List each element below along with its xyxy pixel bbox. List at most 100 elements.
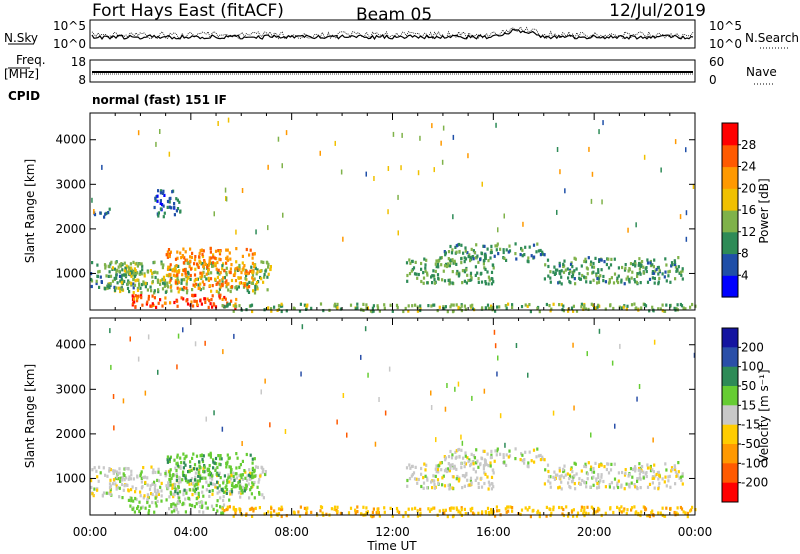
power-cell [310, 306, 313, 310]
power-cell [464, 246, 467, 250]
power-cell [541, 252, 545, 256]
velocity-cell [568, 477, 571, 481]
velocity-cell [219, 454, 222, 458]
power-cell [237, 276, 240, 280]
velocity-cell [569, 475, 572, 479]
power-cell [132, 271, 135, 275]
velocity-cell [491, 468, 494, 472]
velocity-cell [564, 473, 567, 477]
velocity-cell [549, 485, 552, 489]
power-cell [661, 309, 664, 313]
velocity-heatmap-cells [90, 324, 697, 519]
power-cell [176, 207, 180, 211]
velocity-sparse-cell [233, 333, 235, 339]
power-sparse-cell [452, 134, 455, 140]
power-cell [663, 275, 666, 279]
noise-right-tick-bottom: 10^0 [709, 37, 742, 51]
power-cell [98, 285, 101, 289]
power-cell [626, 275, 629, 279]
velocity-cell [173, 509, 176, 513]
power-cell [234, 286, 237, 290]
power-cell [414, 303, 417, 307]
power-cell [572, 304, 575, 308]
power-cell [538, 310, 541, 314]
velocity-cell [572, 508, 575, 512]
power-cell [238, 304, 241, 308]
velocity-cell [634, 465, 637, 469]
velocity-cell [648, 514, 652, 519]
power-cell [487, 259, 490, 263]
velocity-cell [220, 488, 223, 492]
velocity-cell [444, 458, 447, 462]
power-sparse-cell [241, 188, 244, 193]
power-cell [566, 267, 569, 271]
velocity-cell [441, 476, 444, 480]
power-cell [154, 270, 157, 274]
power-cell [556, 268, 559, 272]
velocity-cell [109, 468, 112, 472]
power-cell [156, 278, 159, 282]
freq-right-tick-top: 60 [709, 55, 724, 69]
velocity-cell [529, 515, 532, 519]
power-cell [440, 256, 443, 260]
power-cell [123, 269, 126, 273]
power-cell [230, 278, 234, 283]
power-cell [111, 279, 115, 283]
power-cell [130, 274, 133, 278]
velocity-cell [238, 507, 241, 511]
power-cell [484, 256, 487, 260]
power-cell [479, 258, 482, 262]
velocity-cell [674, 482, 677, 486]
velocity-cell [646, 514, 649, 518]
velocity-sparse-cell [611, 360, 614, 366]
velocity-cell [524, 450, 527, 454]
power-cell [467, 278, 470, 283]
velocity-cell [214, 485, 217, 489]
power-cell [269, 265, 272, 269]
power-ylabel: Slant Range [km] [23, 159, 37, 263]
velocity-cell [627, 474, 630, 478]
power-cell [497, 252, 500, 256]
velocity-cell [166, 460, 169, 464]
velocity-cell [248, 468, 251, 472]
power-cell [221, 304, 224, 308]
velocity-cell [546, 463, 550, 467]
power-cell [573, 256, 576, 260]
velocity-cell [599, 479, 602, 483]
velocity-cell [251, 514, 254, 518]
velocity-cell [139, 494, 142, 498]
velocity-cell [119, 476, 122, 480]
power-cell [115, 286, 118, 290]
power-cell [404, 306, 407, 311]
power-cell [439, 256, 442, 260]
power-cell [430, 304, 433, 308]
velocity-cell [527, 465, 530, 469]
power-cell [248, 253, 251, 257]
velocity-cell [545, 514, 548, 518]
power-cell [521, 254, 524, 258]
velocity-colorbar-label: Velocity [m s⁻¹] [757, 369, 771, 462]
velocity-cell [169, 468, 172, 472]
velocity-cell [480, 476, 483, 480]
velocity-cell [634, 485, 637, 489]
power-colorbar-segment [722, 144, 738, 168]
velocity-cell [463, 465, 466, 469]
velocity-cell [241, 477, 244, 481]
power-cell [583, 304, 586, 308]
power-cell [528, 303, 531, 307]
power-cell [210, 298, 213, 302]
velocity-cell [408, 463, 411, 467]
velocity-cell [190, 477, 194, 481]
velocity-cell [586, 472, 589, 476]
velocity-cell [607, 471, 611, 475]
power-cell [153, 205, 156, 210]
power-cell [634, 264, 637, 268]
power-cell [159, 298, 162, 302]
power-cell [613, 257, 616, 261]
velocity-cell [584, 465, 588, 469]
power-cell [624, 266, 627, 270]
power-cell [620, 280, 623, 284]
power-cell [121, 279, 124, 283]
velocity-cell [174, 483, 177, 487]
velocity-cell [362, 505, 365, 509]
